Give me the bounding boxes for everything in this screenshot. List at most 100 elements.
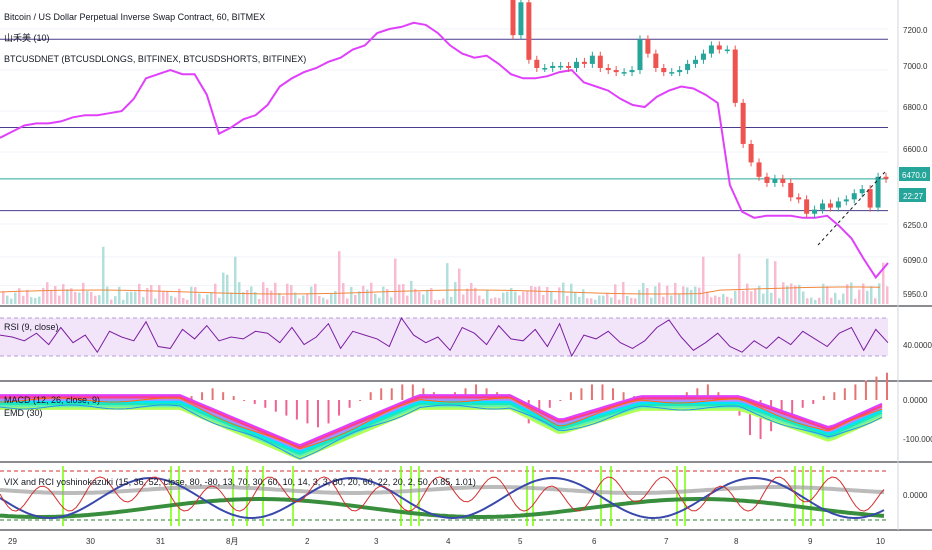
- volume-bar: [310, 286, 313, 304]
- macd-histogram-bar: [253, 400, 256, 404]
- volume-bar: [226, 274, 229, 304]
- candle-body: [542, 68, 548, 70]
- volume-bar: [778, 298, 781, 304]
- volume-bars: [2, 246, 889, 304]
- x-tick-aug: 8月: [226, 537, 238, 546]
- candle-body: [883, 176, 889, 179]
- candle-body: [558, 65, 564, 68]
- volume-bar: [810, 297, 813, 304]
- volume-bar: [30, 297, 33, 304]
- volume-bar: [546, 286, 549, 304]
- volume-bar: [590, 298, 593, 304]
- volume-bar: [262, 282, 265, 304]
- volume-bar: [74, 291, 77, 304]
- volume-bar: [214, 283, 217, 304]
- macd-histogram-bar: [380, 388, 383, 400]
- volume-bar: [222, 272, 225, 304]
- volume-bar: [446, 263, 449, 304]
- volume-bar: [230, 292, 233, 304]
- volume-bar: [574, 292, 577, 304]
- candle-body: [637, 39, 643, 71]
- volume-bar: [66, 289, 69, 304]
- volume-bar: [858, 289, 861, 304]
- volume-bar: [462, 294, 465, 304]
- volume-bar: [86, 291, 89, 304]
- pink-step-line: [0, 21, 889, 280]
- x-tick-9: 9: [808, 537, 813, 546]
- volume-bar: [658, 282, 661, 304]
- volume-bar: [366, 289, 369, 304]
- macd-histogram-bar: [538, 400, 541, 416]
- volume-bar: [2, 291, 5, 304]
- candle-body: [661, 68, 667, 73]
- macd-label: MACD (12, 26, close, 9): [4, 395, 100, 405]
- volume-bar: [126, 292, 129, 304]
- candle-body: [566, 65, 572, 68]
- x-tick-2: 2: [305, 537, 310, 546]
- volume-moving-average: [0, 286, 881, 295]
- volume-bar: [234, 256, 237, 304]
- volume-bar: [602, 295, 605, 304]
- macd-histogram-bar: [274, 400, 277, 412]
- volume-bar: [502, 292, 505, 304]
- volume-bar: [186, 299, 189, 304]
- macd-histogram-bar: [348, 400, 351, 408]
- volume-bar: [302, 295, 305, 304]
- macd-line: [0, 404, 883, 460]
- volume-bar: [50, 290, 53, 304]
- candle-body: [764, 176, 770, 183]
- volume-bar: [374, 293, 377, 304]
- macd-y-tick-100: -100.0000: [903, 435, 932, 444]
- volume-bar: [454, 282, 457, 304]
- volume-bar: [562, 282, 565, 304]
- volume-bar: [682, 286, 685, 304]
- y-tick-5950: 5950.0: [903, 290, 928, 299]
- candle-body: [677, 70, 683, 73]
- volume-bar: [134, 291, 137, 304]
- macd-histogram-bar: [759, 400, 762, 439]
- volume-bar: [630, 297, 633, 304]
- volume-bar: [710, 297, 713, 304]
- volume-bar: [438, 299, 441, 304]
- vix-spike: [178, 466, 180, 526]
- candle-body: [780, 178, 786, 183]
- volume-bar: [38, 296, 41, 304]
- volume-bar: [634, 298, 637, 304]
- candle-body: [716, 45, 722, 50]
- volume-bar: [598, 295, 601, 304]
- volume-bar: [790, 283, 793, 304]
- vix-spike: [810, 466, 812, 526]
- macd-histogram-bar: [843, 388, 846, 400]
- volume-bar: [242, 292, 245, 304]
- candle-body: [589, 55, 595, 64]
- vix-spike: [400, 466, 402, 526]
- macd-histogram-bar: [886, 372, 888, 400]
- volume-bar: [494, 297, 497, 304]
- ribbon-line: [0, 394, 883, 447]
- volume-bar: [26, 289, 29, 304]
- x-tick-31: 31: [156, 537, 165, 546]
- candle-body: [804, 199, 810, 214]
- volume-bar: [518, 295, 521, 304]
- macd-histogram-bar: [569, 392, 572, 400]
- volume-bar: [270, 290, 273, 304]
- volume-bar: [586, 298, 589, 304]
- candle-body: [550, 65, 556, 68]
- volume-bar: [686, 287, 689, 304]
- volume-bar: [822, 283, 825, 304]
- volume-bar: [670, 295, 673, 304]
- volume-bar: [622, 282, 625, 304]
- volume-bar: [742, 290, 745, 304]
- macd-histogram-bar: [306, 400, 309, 424]
- vix-spike: [246, 466, 248, 526]
- volume-bar: [694, 286, 697, 304]
- volume-bar: [34, 297, 37, 304]
- volume-bar: [606, 292, 609, 304]
- volume-bar: [570, 283, 573, 304]
- candle-body: [708, 45, 714, 54]
- volume-bar: [394, 258, 397, 304]
- volume-bar: [594, 299, 597, 304]
- volume-bar: [22, 295, 25, 304]
- volume-bar: [578, 296, 581, 304]
